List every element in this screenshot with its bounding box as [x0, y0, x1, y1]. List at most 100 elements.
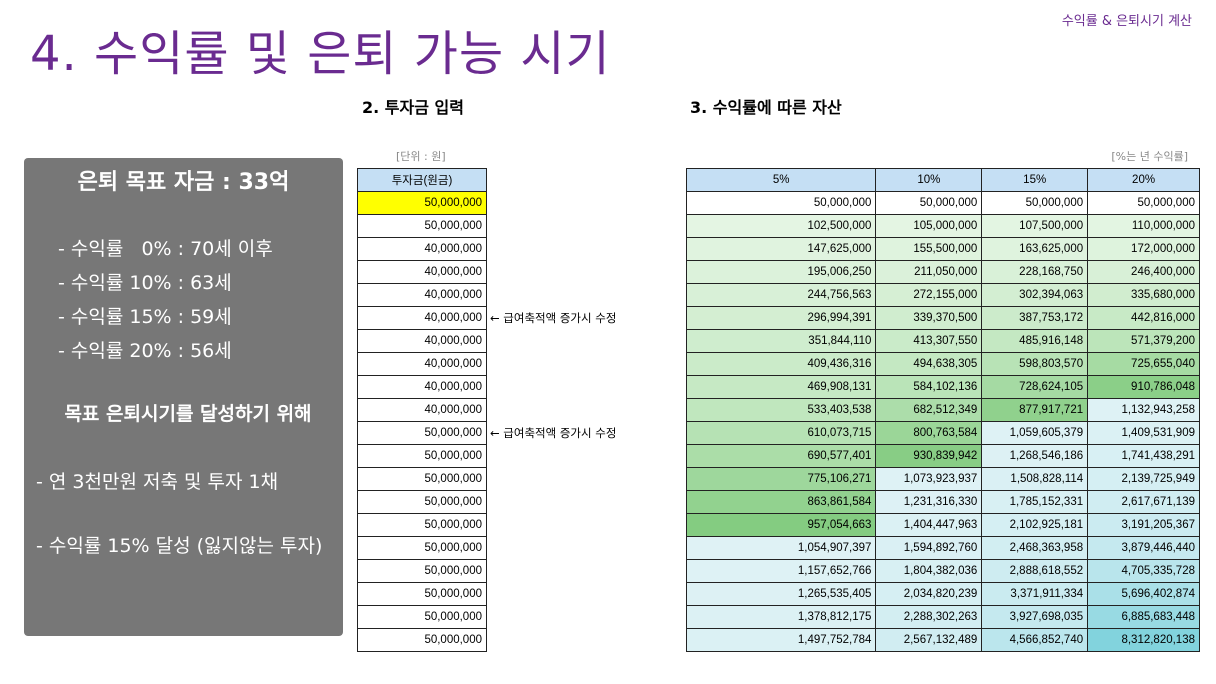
- asset-cell: 469,908,131: [685, 375, 877, 399]
- asset-cell: 863,861,584: [685, 490, 877, 514]
- asset-row: 296,994,391 339,370,500 387,753,172 442,816…: [685, 306, 1200, 330]
- rate-column-header: 5%: [685, 168, 877, 192]
- principal-cell[interactable]: 40,000,000: [357, 306, 487, 330]
- asset-cell: 877,917,721: [981, 398, 1089, 422]
- asset-cell: 105,000,000: [875, 214, 983, 238]
- principal-cell[interactable]: 40,000,000: [357, 375, 487, 399]
- principal-cell[interactable]: 50,000,000: [357, 467, 487, 491]
- asset-cell: 1,497,752,784: [685, 628, 877, 652]
- principal-cell[interactable]: 40,000,000: [357, 329, 487, 353]
- principal-cell[interactable]: 40,000,000: [357, 398, 487, 422]
- asset-cell: 494,638,305: [875, 352, 983, 376]
- asset-cell: 2,288,302,263: [875, 605, 983, 629]
- principal-cell[interactable]: 50,000,000: [357, 559, 487, 583]
- rate-line-0: - 수익률 0% : 70세 이후: [58, 238, 273, 260]
- principal-row: 50,000,000: [357, 467, 487, 491]
- principal-cell[interactable]: 50,000,000: [357, 582, 487, 606]
- principal-row: 40,000,000: [357, 237, 487, 261]
- asset-cell: 244,756,563: [685, 283, 877, 307]
- asset-cell: 2,034,820,239: [875, 582, 983, 606]
- asset-cell: 610,073,715: [685, 421, 877, 445]
- principal-row: 40,000,000: [357, 283, 487, 307]
- asset-row: 244,756,563 272,155,000 302,394,063 335,680…: [685, 283, 1200, 307]
- principal-cell[interactable]: 50,000,000: [357, 628, 487, 652]
- principal-header: 투자금(원금): [357, 168, 487, 192]
- principal-row: 40,000,000: [357, 329, 487, 353]
- asset-row: 469,908,131 584,102,136 728,624,105 910,786…: [685, 375, 1200, 399]
- asset-cell: 690,577,401: [685, 444, 877, 468]
- asset-row: 1,497,752,784 2,567,132,489 4,566,852,740 8…: [685, 628, 1200, 652]
- principal-row: 50,000,000: [357, 536, 487, 560]
- principal-row: 50,000,000: [357, 191, 487, 215]
- principal-row: 50,000,000: [357, 513, 487, 537]
- asset-cell: 930,839,942: [875, 444, 983, 468]
- asset-cell: 800,763,584: [875, 421, 983, 445]
- asset-cell: 5,696,402,874: [1087, 582, 1200, 606]
- rate-line-20: - 수익률 20% : 56세: [58, 340, 232, 362]
- asset-row: 690,577,401 930,839,942 1,268,546,186 1,741…: [685, 444, 1200, 468]
- asset-cell: 163,625,000: [981, 237, 1089, 261]
- asset-cell: 387,753,172: [981, 306, 1089, 330]
- principal-cell[interactable]: 50,000,000: [357, 536, 487, 560]
- asset-cell: 211,050,000: [875, 260, 983, 284]
- principal-cell[interactable]: 40,000,000: [357, 283, 487, 307]
- principal-row: 40,000,000: [357, 260, 487, 284]
- principal-cell[interactable]: 40,000,000: [357, 352, 487, 376]
- asset-row: 775,106,271 1,073,923,937 1,508,828,114 2,1…: [685, 467, 1200, 491]
- asset-cell: 1,231,316,330: [875, 490, 983, 514]
- principal-cell[interactable]: 50,000,000: [357, 490, 487, 514]
- asset-cell: 682,512,349: [875, 398, 983, 422]
- section2-title: 2. 투자금 입력: [362, 98, 464, 117]
- asset-row: 50,000,000 50,000,000 50,000,000 50,000,000: [685, 191, 1200, 215]
- rate-line-10: - 수익률 10% : 63세: [58, 272, 232, 294]
- section3-title: 3. 수익률에 따른 자산: [690, 98, 842, 117]
- asset-cell: 2,888,618,552: [981, 559, 1089, 583]
- page-title: 4. 수익률 및 은퇴 가능 시기: [30, 26, 611, 82]
- principal-cell[interactable]: 40,000,000: [357, 260, 487, 284]
- asset-row: 195,006,250 211,050,000 228,168,750 246,400…: [685, 260, 1200, 284]
- goal-title: 은퇴 목표 자금 : 33억: [77, 170, 290, 195]
- rate-column-header: 20%: [1087, 168, 1200, 192]
- asset-cell: 195,006,250: [685, 260, 877, 284]
- rate-column-header: 10%: [875, 168, 983, 192]
- principal-cell[interactable]: 50,000,000: [357, 513, 487, 537]
- asset-cell: 2,139,725,949: [1087, 467, 1200, 491]
- principal-row: 50,000,000: [357, 582, 487, 606]
- asset-cell: 409,436,316: [685, 352, 877, 376]
- principal-cell[interactable]: 50,000,000: [357, 421, 487, 445]
- asset-cell: 3,371,911,334: [981, 582, 1089, 606]
- asset-cell: 584,102,136: [875, 375, 983, 399]
- asset-cell: 485,916,148: [981, 329, 1089, 353]
- asset-cell: 6,885,683,448: [1087, 605, 1200, 629]
- principal-cell[interactable]: 50,000,000: [357, 605, 487, 629]
- asset-row: 409,436,316 494,638,305 598,803,570 725,655…: [685, 352, 1200, 376]
- asset-cell: 1,265,535,405: [685, 582, 877, 606]
- asset-cell: 351,844,110: [685, 329, 877, 353]
- asset-cell: 1,059,605,379: [981, 421, 1089, 445]
- principal-cell[interactable]: 40,000,000: [357, 237, 487, 261]
- asset-cell: 302,394,063: [981, 283, 1089, 307]
- asset-cell: 725,655,040: [1087, 352, 1200, 376]
- principal-cell[interactable]: 50,000,000: [357, 214, 487, 238]
- principal-row: 50,000,000: [357, 628, 487, 652]
- asset-row: 1,378,812,175 2,288,302,263 3,927,698,035 6…: [685, 605, 1200, 629]
- retirement-goal-box: 은퇴 목표 자금 : 33억 - 수익률 0% : 70세 이후 - 수익률 1…: [24, 158, 343, 636]
- principal-row: 50,000,000: [357, 214, 487, 238]
- principal-row: 40,000,000: [357, 375, 487, 399]
- principal-cell[interactable]: 50,000,000: [357, 191, 487, 215]
- asset-cell: 1,054,907,397: [685, 536, 877, 560]
- rate-column-header: 15%: [981, 168, 1089, 192]
- principal-row: 40,000,000: [357, 306, 487, 330]
- asset-cell: 50,000,000: [981, 191, 1089, 215]
- asset-cell: 1,378,812,175: [685, 605, 877, 629]
- asset-cell: 147,625,000: [685, 237, 877, 261]
- principal-cell[interactable]: 50,000,000: [357, 444, 487, 468]
- unit-label: [단위 : 원]: [396, 150, 446, 163]
- asset-row: 1,265,535,405 2,034,820,239 3,371,911,334 5…: [685, 582, 1200, 606]
- asset-row: 351,844,110 413,307,550 485,916,148 571,379…: [685, 329, 1200, 353]
- asset-cell: 107,500,000: [981, 214, 1089, 238]
- asset-cell: 910,786,048: [1087, 375, 1200, 399]
- asset-cell: 1,157,652,766: [685, 559, 877, 583]
- asset-cell: 1,073,923,937: [875, 467, 983, 491]
- asset-cell: 4,705,335,728: [1087, 559, 1200, 583]
